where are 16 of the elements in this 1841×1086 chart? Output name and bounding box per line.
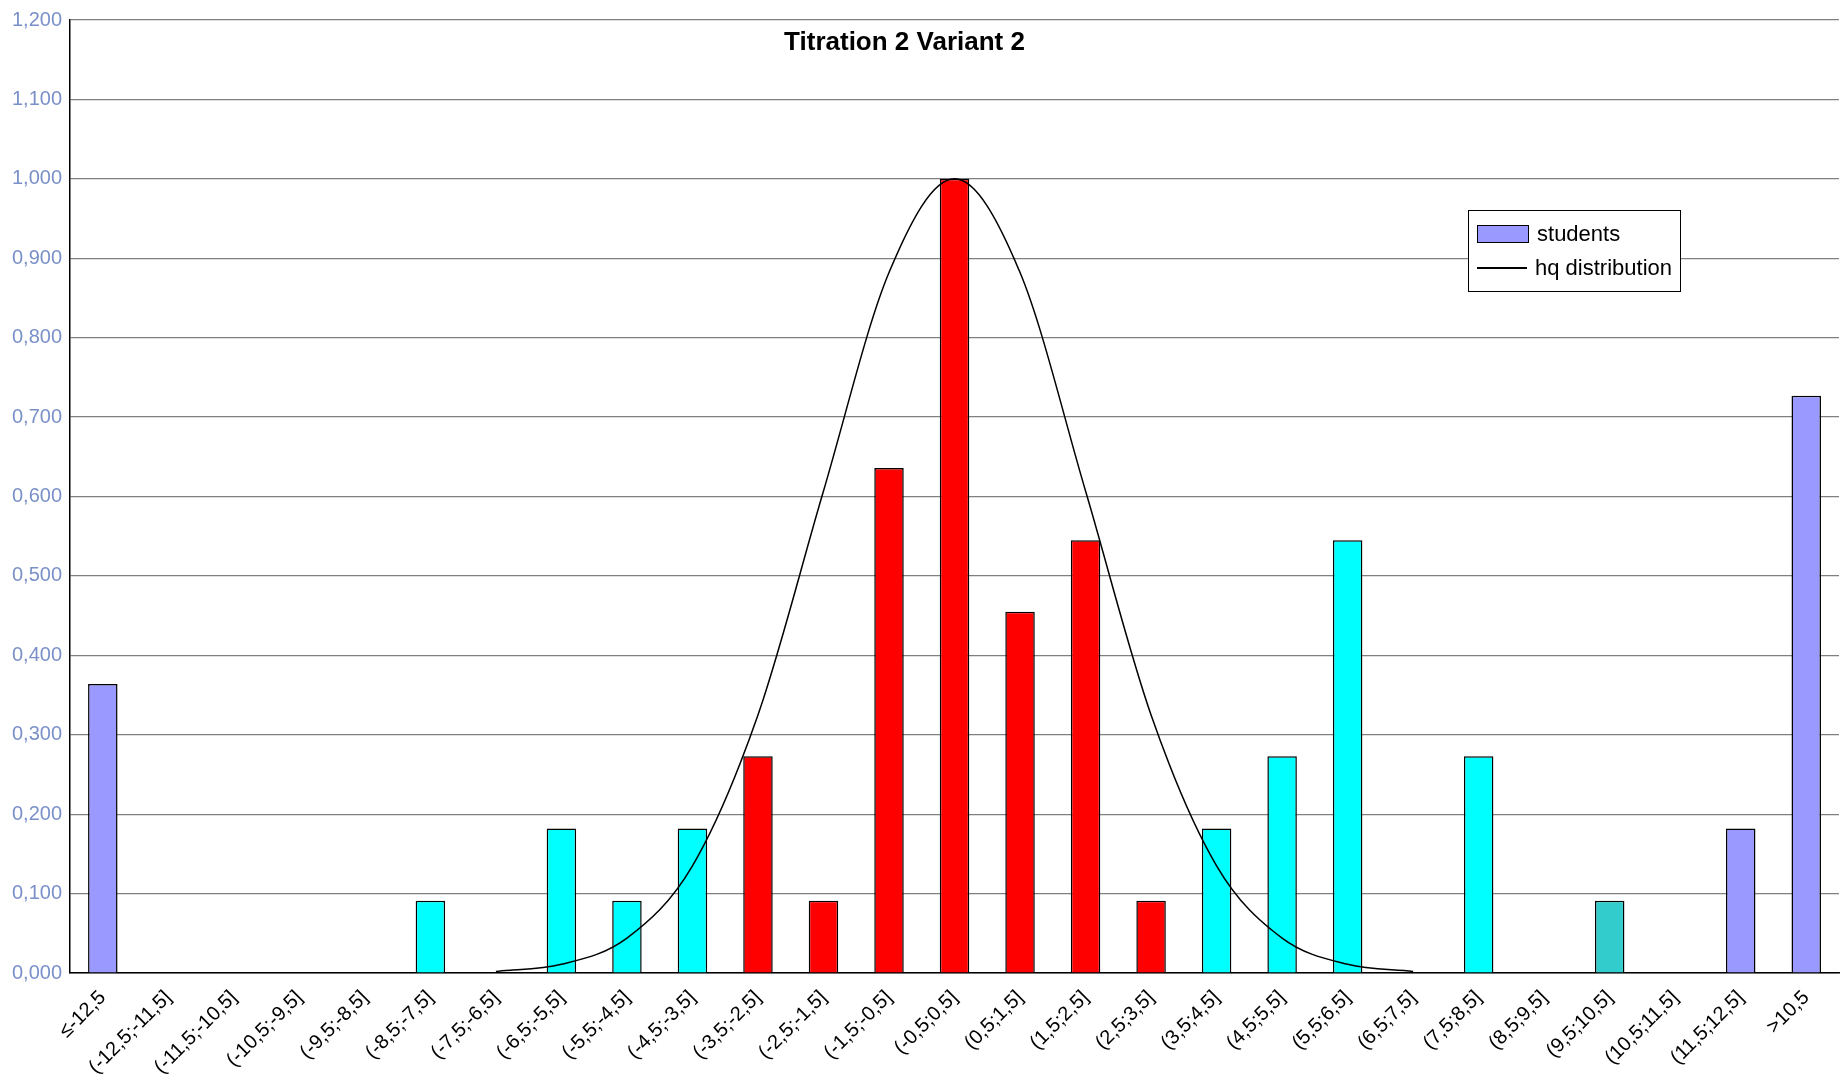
y-tick-label: 0,900: [11, 245, 63, 268]
y-tick-label: 0,000: [11, 960, 63, 983]
y-tick-label: 0,400: [11, 642, 63, 665]
legend-label: hq distribution: [1535, 254, 1672, 282]
y-tick-label: 0,600: [11, 484, 63, 507]
y-tick-label: 0,800: [11, 325, 63, 348]
y-tick-label: 1,200: [11, 7, 63, 30]
y-tick-label: 0,100: [11, 881, 63, 904]
y-tick-label: 0,200: [11, 801, 63, 824]
y-tick-label: 0,500: [11, 563, 63, 586]
y-tick-label: 0,300: [11, 722, 63, 745]
legend-label: students: [1537, 220, 1621, 248]
chart-title: Titration 2 Variant 2: [784, 26, 1025, 57]
y-tick-label: 1,000: [11, 166, 63, 189]
y-tick-label: 1,100: [11, 86, 63, 109]
y-tick-label: 0,700: [11, 404, 63, 427]
